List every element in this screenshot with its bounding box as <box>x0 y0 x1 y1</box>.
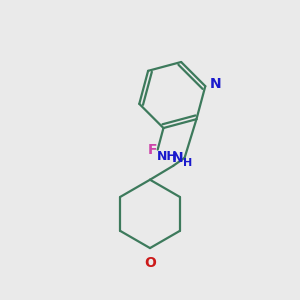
Text: NH: NH <box>156 150 177 163</box>
Text: O: O <box>144 256 156 269</box>
Text: H: H <box>183 158 192 168</box>
Text: N: N <box>209 76 221 91</box>
Text: F: F <box>148 142 157 157</box>
Text: N: N <box>172 151 183 165</box>
